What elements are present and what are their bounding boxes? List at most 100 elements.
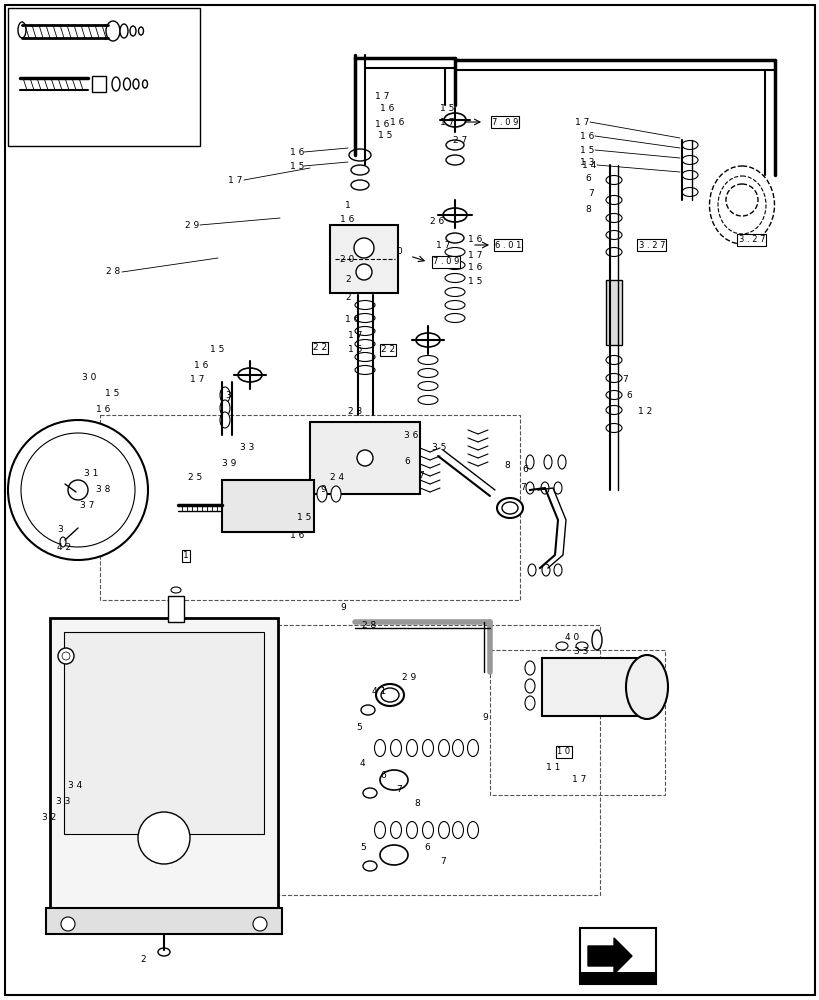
Ellipse shape [524, 679, 534, 693]
Text: 2 7: 2 7 [452, 136, 467, 145]
Ellipse shape [355, 300, 374, 310]
Ellipse shape [351, 180, 369, 190]
Ellipse shape [554, 564, 561, 576]
Ellipse shape [708, 166, 774, 244]
Text: 3 4: 3 4 [68, 781, 82, 790]
Text: 5: 5 [355, 724, 361, 732]
Text: 3 9: 3 9 [222, 460, 236, 468]
Text: 3 0: 3 0 [82, 373, 97, 382]
Polygon shape [587, 938, 631, 974]
Bar [8, 8, 200, 146]
Ellipse shape [524, 696, 534, 710]
Ellipse shape [418, 381, 437, 390]
Ellipse shape [605, 373, 622, 382]
Ellipse shape [554, 482, 561, 494]
Text: 3 2: 3 2 [42, 813, 57, 822]
Text: 1 7: 1 7 [574, 118, 589, 127]
Bar [222, 480, 314, 532]
Circle shape [68, 480, 88, 500]
Circle shape [138, 812, 190, 864]
Text: 6: 6 [404, 458, 410, 466]
Ellipse shape [60, 537, 66, 547]
Text: 3 3: 3 3 [240, 444, 254, 452]
Text: 9: 9 [482, 714, 487, 722]
Text: 1 5: 1 5 [210, 346, 224, 355]
Text: 1 6: 1 6 [379, 104, 394, 113]
Ellipse shape [605, 356, 622, 364]
Text: 7 . 0 9: 7 . 0 9 [491, 118, 518, 127]
Text: 2 5: 2 5 [188, 474, 202, 483]
Ellipse shape [446, 140, 464, 150]
Ellipse shape [452, 821, 463, 838]
Bar [579, 928, 655, 984]
Text: 2 0: 2 0 [340, 255, 354, 264]
Text: 3 5: 3 5 [432, 444, 446, 452]
Text: 1 5: 1 5 [440, 104, 454, 113]
Ellipse shape [406, 740, 417, 756]
Ellipse shape [525, 455, 533, 469]
Text: 2 2: 2 2 [313, 344, 327, 353]
Bar [100, 415, 519, 600]
Circle shape [62, 652, 70, 660]
Text: 7: 7 [396, 785, 401, 794]
Text: 1 4: 1 4 [581, 161, 595, 170]
Ellipse shape [418, 356, 437, 364]
Ellipse shape [138, 27, 143, 35]
Ellipse shape [390, 821, 401, 838]
Bar [64, 632, 264, 834]
Ellipse shape [605, 231, 622, 239]
Text: 2 6: 2 6 [429, 218, 444, 227]
Ellipse shape [445, 247, 464, 256]
Bar [490, 650, 664, 795]
Ellipse shape [681, 156, 697, 165]
Text: 1 6: 1 6 [96, 406, 111, 414]
Ellipse shape [355, 340, 374, 349]
Text: 9: 9 [319, 486, 325, 494]
Ellipse shape [467, 740, 478, 756]
Text: 1 7: 1 7 [190, 375, 204, 384]
Text: 2 3: 2 3 [347, 408, 362, 416]
Ellipse shape [422, 821, 433, 838]
Ellipse shape [438, 740, 449, 756]
Circle shape [8, 420, 147, 560]
Ellipse shape [605, 247, 622, 256]
Ellipse shape [445, 288, 464, 296]
Text: 2: 2 [140, 955, 146, 964]
Text: 5: 5 [360, 843, 365, 852]
Bar [605, 280, 622, 345]
Text: 1 6: 1 6 [390, 118, 404, 127]
Ellipse shape [445, 314, 464, 322]
Ellipse shape [415, 333, 440, 347]
Text: 1 7: 1 7 [347, 330, 362, 340]
Ellipse shape [238, 368, 262, 382]
Circle shape [21, 433, 135, 547]
Ellipse shape [543, 455, 551, 469]
Ellipse shape [605, 390, 622, 399]
Text: 1 6: 1 6 [290, 148, 304, 157]
Ellipse shape [445, 273, 464, 282]
Ellipse shape [527, 564, 536, 576]
Ellipse shape [355, 353, 374, 361]
Ellipse shape [605, 176, 622, 185]
Circle shape [253, 917, 267, 931]
Text: 3 3: 3 3 [573, 648, 588, 656]
Text: 1: 1 [183, 552, 188, 560]
Ellipse shape [120, 24, 128, 38]
Text: 2 8: 2 8 [106, 267, 120, 276]
Text: 1 1: 1 1 [545, 763, 559, 772]
Ellipse shape [605, 424, 622, 432]
Ellipse shape [418, 395, 437, 404]
Text: 2 9: 2 9 [185, 221, 199, 230]
Bar [50, 618, 278, 910]
Ellipse shape [360, 705, 374, 715]
Text: 8: 8 [414, 799, 419, 808]
Ellipse shape [219, 412, 229, 428]
Ellipse shape [374, 821, 385, 838]
Text: 1 6: 1 6 [340, 216, 354, 225]
Text: 1 5: 1 5 [579, 146, 594, 155]
Text: 4 1: 4 1 [372, 688, 386, 696]
Text: 2 9: 2 9 [401, 674, 416, 682]
Ellipse shape [390, 740, 401, 756]
Ellipse shape [349, 149, 370, 161]
Text: 1 5: 1 5 [290, 162, 304, 171]
